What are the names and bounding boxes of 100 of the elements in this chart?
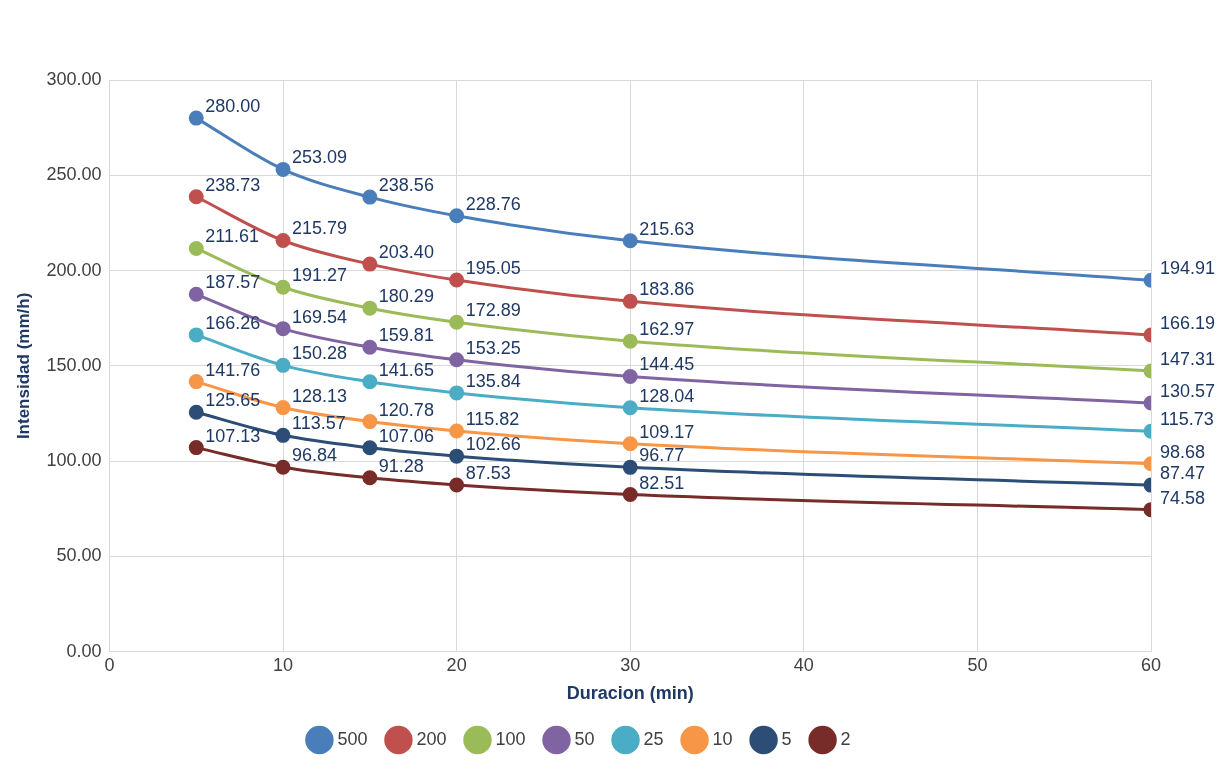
data-label: 125.65 [205,390,261,411]
x-axis-title: Duracion (min) [566,683,694,704]
point [275,321,291,337]
point [362,189,378,205]
x-tick-label: 60 [1140,654,1162,675]
point [622,400,638,416]
legend-label: 200 [416,728,447,749]
data-label: 109.17 [639,421,695,442]
legend-label: 100 [495,728,526,749]
point [275,400,291,416]
x-tick-label: 0 [104,654,115,675]
data-label: 128.13 [292,385,348,406]
data-label: 228.76 [465,193,521,214]
point [449,272,465,288]
point [449,423,465,439]
point [362,256,378,272]
point [362,414,378,430]
data-label: 96.77 [639,445,685,466]
point [449,385,465,401]
data-label: 166.26 [205,312,261,333]
point [275,357,291,373]
point [362,374,378,390]
x-tick-label: 10 [273,654,294,675]
data-label: 87.47 [1160,463,1206,484]
data-label: 147.31 [1160,349,1216,369]
x-tick-label: 30 [620,654,641,675]
point [362,300,378,316]
point [188,374,204,390]
point [362,339,378,355]
point [622,368,638,384]
y-axis-title: Intensidad (mm/h) [13,292,33,440]
point [275,459,291,475]
data-label: 280.00 [205,96,261,117]
point [188,189,204,205]
data-label: 115.82 [465,409,520,430]
data-label: 141.76 [205,359,261,380]
point [449,448,465,464]
data-label: 162.97 [639,319,695,340]
data-label: 172.89 [465,300,521,321]
legend-label: 50 [574,728,595,749]
point [449,314,465,330]
point [275,279,291,295]
data-label: 144.45 [639,354,695,375]
legend-label: 500 [337,728,368,749]
point [275,233,291,248]
data-label: 141.65 [378,359,434,380]
data-label: 211.61 [205,226,259,247]
data-label: 166.19 [1160,313,1216,334]
data-label: 135.84 [465,370,521,391]
x-tick-label: 20 [446,654,467,675]
point [622,459,638,475]
data-label: 187.57 [205,272,261,293]
data-label: 153.25 [465,337,521,358]
point [362,440,378,456]
data-label: 215.79 [292,218,348,239]
data-label: 183.86 [639,279,695,300]
point [275,427,291,443]
data-label: 238.73 [205,174,261,195]
data-label: 82.51 [639,472,685,493]
legend-label: 2 [840,728,851,749]
data-label: 180.29 [378,286,434,307]
legend-label: 5 [781,728,792,749]
point [622,293,638,309]
point [188,286,204,302]
point [188,440,204,456]
y-tick-label: 100.00 [46,450,102,471]
data-label: 107.13 [205,425,261,446]
data-label: 74.58 [1160,487,1206,508]
y-tick-label: 300.00 [46,68,102,89]
point [622,436,638,452]
point [622,333,638,349]
data-label: 203.40 [378,242,434,263]
data-label: 238.56 [378,175,434,196]
y-tick-label: 0.00 [66,640,102,661]
legend-label: 10 [712,728,733,749]
data-label: 215.63 [639,218,695,239]
data-label: 150.28 [292,343,348,364]
data-label: 169.54 [292,306,348,327]
point [188,327,204,343]
point [188,404,204,420]
data-label: 102.66 [465,434,521,455]
y-tick-label: 50.00 [56,545,102,566]
point [449,208,465,224]
data-label: 191.27 [292,265,348,286]
data-label: 159.81 [378,325,434,346]
data-label: 113.57 [292,413,346,434]
data-label: 96.84 [292,445,338,466]
y-tick-label: 200.00 [46,259,102,280]
point [188,110,204,126]
point [622,487,638,503]
point [362,470,378,486]
data-label: 253.09 [292,147,348,168]
x-tick-label: 40 [793,654,814,675]
y-tick-label: 250.00 [46,164,102,185]
data-label: 120.78 [378,399,434,420]
x-tick-label: 50 [967,654,988,675]
data-label: 98.68 [1160,441,1206,462]
data-label: 194.91 [1160,258,1216,279]
data-label: 128.04 [639,385,695,406]
point [275,161,291,177]
